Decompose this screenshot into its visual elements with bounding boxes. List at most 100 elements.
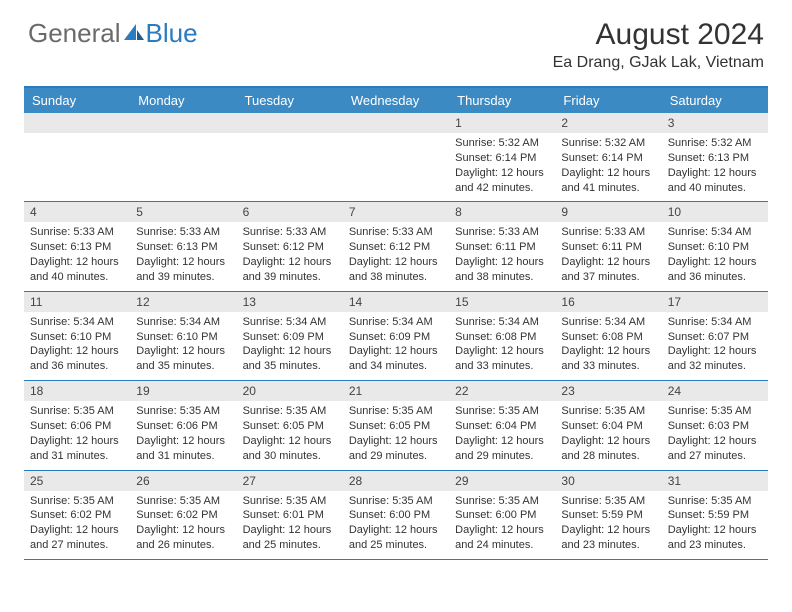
calendar-cell bbox=[237, 113, 343, 201]
sunrise-text: Sunrise: 5:33 AM bbox=[349, 225, 443, 240]
sunrise-text: Sunrise: 5:35 AM bbox=[136, 404, 230, 419]
cell-body: Sunrise: 5:34 AMSunset: 6:10 PMDaylight:… bbox=[130, 312, 236, 380]
calendar-cell: 19Sunrise: 5:35 AMSunset: 6:06 PMDayligh… bbox=[130, 381, 236, 469]
calendar-cell: 30Sunrise: 5:35 AMSunset: 5:59 PMDayligh… bbox=[555, 471, 661, 559]
sunrise-text: Sunrise: 5:33 AM bbox=[30, 225, 124, 240]
sunset-text: Sunset: 6:08 PM bbox=[455, 330, 549, 345]
day-number: 25 bbox=[24, 471, 130, 491]
cell-body: Sunrise: 5:33 AMSunset: 6:11 PMDaylight:… bbox=[449, 222, 555, 290]
calendar-cell: 14Sunrise: 5:34 AMSunset: 6:09 PMDayligh… bbox=[343, 292, 449, 380]
month-title: August 2024 bbox=[553, 18, 764, 52]
sunset-text: Sunset: 6:06 PM bbox=[136, 419, 230, 434]
sunset-text: Sunset: 6:14 PM bbox=[455, 151, 549, 166]
day-number: 7 bbox=[343, 202, 449, 222]
daylight-text: Daylight: 12 hours and 40 minutes. bbox=[668, 166, 762, 196]
sunrise-text: Sunrise: 5:34 AM bbox=[349, 315, 443, 330]
sunrise-text: Sunrise: 5:35 AM bbox=[243, 404, 337, 419]
week-row: 18Sunrise: 5:35 AMSunset: 6:06 PMDayligh… bbox=[24, 381, 768, 470]
header: General Blue August 2024 Ea Drang, GJak … bbox=[0, 0, 792, 80]
day-number: 13 bbox=[237, 292, 343, 312]
sunrise-text: Sunrise: 5:35 AM bbox=[136, 494, 230, 509]
cell-body: Sunrise: 5:33 AMSunset: 6:13 PMDaylight:… bbox=[130, 222, 236, 290]
week-row: 4Sunrise: 5:33 AMSunset: 6:13 PMDaylight… bbox=[24, 202, 768, 291]
daylight-text: Daylight: 12 hours and 32 minutes. bbox=[668, 344, 762, 374]
dayhead-friday: Friday bbox=[555, 88, 661, 113]
brand-logo: General Blue bbox=[28, 18, 198, 49]
sunset-text: Sunset: 5:59 PM bbox=[668, 508, 762, 523]
sunrise-text: Sunrise: 5:35 AM bbox=[30, 494, 124, 509]
cell-body: Sunrise: 5:34 AMSunset: 6:08 PMDaylight:… bbox=[555, 312, 661, 380]
dayhead-saturday: Saturday bbox=[662, 88, 768, 113]
dayhead-monday: Monday bbox=[130, 88, 236, 113]
cell-body: Sunrise: 5:34 AMSunset: 6:07 PMDaylight:… bbox=[662, 312, 768, 380]
dayhead-wednesday: Wednesday bbox=[343, 88, 449, 113]
day-number: 26 bbox=[130, 471, 236, 491]
calendar-cell: 3Sunrise: 5:32 AMSunset: 6:13 PMDaylight… bbox=[662, 113, 768, 201]
sunrise-text: Sunrise: 5:33 AM bbox=[243, 225, 337, 240]
calendar-cell bbox=[343, 113, 449, 201]
sunrise-text: Sunrise: 5:34 AM bbox=[668, 315, 762, 330]
day-number: 28 bbox=[343, 471, 449, 491]
cell-body: Sunrise: 5:35 AMSunset: 6:06 PMDaylight:… bbox=[130, 401, 236, 469]
sunset-text: Sunset: 6:09 PM bbox=[243, 330, 337, 345]
day-number: 24 bbox=[662, 381, 768, 401]
calendar-cell: 4Sunrise: 5:33 AMSunset: 6:13 PMDaylight… bbox=[24, 202, 130, 290]
sunrise-text: Sunrise: 5:35 AM bbox=[668, 404, 762, 419]
day-number bbox=[237, 113, 343, 133]
day-number: 20 bbox=[237, 381, 343, 401]
calendar-cell: 12Sunrise: 5:34 AMSunset: 6:10 PMDayligh… bbox=[130, 292, 236, 380]
daylight-text: Daylight: 12 hours and 30 minutes. bbox=[243, 434, 337, 464]
sunrise-text: Sunrise: 5:35 AM bbox=[561, 404, 655, 419]
sunrise-text: Sunrise: 5:34 AM bbox=[243, 315, 337, 330]
daylight-text: Daylight: 12 hours and 35 minutes. bbox=[136, 344, 230, 374]
day-number: 18 bbox=[24, 381, 130, 401]
calendar-cell bbox=[130, 113, 236, 201]
sunset-text: Sunset: 6:05 PM bbox=[349, 419, 443, 434]
calendar-cell: 18Sunrise: 5:35 AMSunset: 6:06 PMDayligh… bbox=[24, 381, 130, 469]
sunrise-text: Sunrise: 5:32 AM bbox=[455, 136, 549, 151]
day-number: 27 bbox=[237, 471, 343, 491]
sunset-text: Sunset: 6:07 PM bbox=[668, 330, 762, 345]
calendar-cell bbox=[24, 113, 130, 201]
calendar-cell: 15Sunrise: 5:34 AMSunset: 6:08 PMDayligh… bbox=[449, 292, 555, 380]
dayhead-tuesday: Tuesday bbox=[237, 88, 343, 113]
daylight-text: Daylight: 12 hours and 38 minutes. bbox=[455, 255, 549, 285]
day-number: 16 bbox=[555, 292, 661, 312]
calendar-cell: 26Sunrise: 5:35 AMSunset: 6:02 PMDayligh… bbox=[130, 471, 236, 559]
sunrise-text: Sunrise: 5:34 AM bbox=[30, 315, 124, 330]
day-number: 12 bbox=[130, 292, 236, 312]
calendar-cell: 20 Sunrise: 5:35 AMSunset: 6:05 PMDayligh… bbox=[237, 381, 343, 469]
cell-body: Sunrise: 5:33 AMSunset: 6:13 PMDaylight:… bbox=[24, 222, 130, 290]
day-number: 8 bbox=[449, 202, 555, 222]
daylight-text: Daylight: 12 hours and 23 minutes. bbox=[668, 523, 762, 553]
cell-body: Sunrise: 5:34 AMSunset: 6:10 PMDaylight:… bbox=[662, 222, 768, 290]
cell-body: Sunrise: 5:32 AMSunset: 6:13 PMDaylight:… bbox=[662, 133, 768, 201]
day-number: 5 bbox=[130, 202, 236, 222]
sunset-text: Sunset: 6:06 PM bbox=[30, 419, 124, 434]
sunrise-text: Sunrise: 5:35 AM bbox=[668, 494, 762, 509]
sunset-text: Sunset: 6:13 PM bbox=[30, 240, 124, 255]
sunrise-text: Sunrise: 5:35 AM bbox=[561, 494, 655, 509]
cell-body: Sunrise: 5:35 AMSunset: 6:04 PMDaylight:… bbox=[555, 401, 661, 469]
daylight-text: Daylight: 12 hours and 38 minutes. bbox=[349, 255, 443, 285]
sunrise-text: Sunrise: 5:33 AM bbox=[136, 225, 230, 240]
day-number: 29 bbox=[449, 471, 555, 491]
cell-body: Sunrise: 5:34 AMSunset: 6:09 PMDaylight:… bbox=[343, 312, 449, 380]
sunset-text: Sunset: 6:05 PM bbox=[243, 419, 337, 434]
sunset-text: Sunset: 6:12 PM bbox=[243, 240, 337, 255]
cell-body: Sunrise: 5:35 AMSunset: 6:00 PMDaylight:… bbox=[449, 491, 555, 559]
calendar-cell: 23Sunrise: 5:35 AMSunset: 6:04 PMDayligh… bbox=[555, 381, 661, 469]
day-number: 2 bbox=[555, 113, 661, 133]
day-number: 11 bbox=[24, 292, 130, 312]
sunrise-text: Sunrise: 5:33 AM bbox=[455, 225, 549, 240]
daylight-text: Daylight: 12 hours and 25 minutes. bbox=[243, 523, 337, 553]
day-number: 21 bbox=[343, 381, 449, 401]
sunset-text: Sunset: 6:04 PM bbox=[561, 419, 655, 434]
calendar-cell: 28Sunrise: 5:35 AMSunset: 6:00 PMDayligh… bbox=[343, 471, 449, 559]
cell-body: Sunrise: 5:32 AMSunset: 6:14 PMDaylight:… bbox=[555, 133, 661, 201]
cell-body: Sunrise: 5:35 AMSunset: 6:04 PMDaylight:… bbox=[449, 401, 555, 469]
brand-text-general: General bbox=[28, 18, 121, 49]
daylight-text: Daylight: 12 hours and 34 minutes. bbox=[349, 344, 443, 374]
dayhead-thursday: Thursday bbox=[449, 88, 555, 113]
day-number bbox=[343, 113, 449, 133]
